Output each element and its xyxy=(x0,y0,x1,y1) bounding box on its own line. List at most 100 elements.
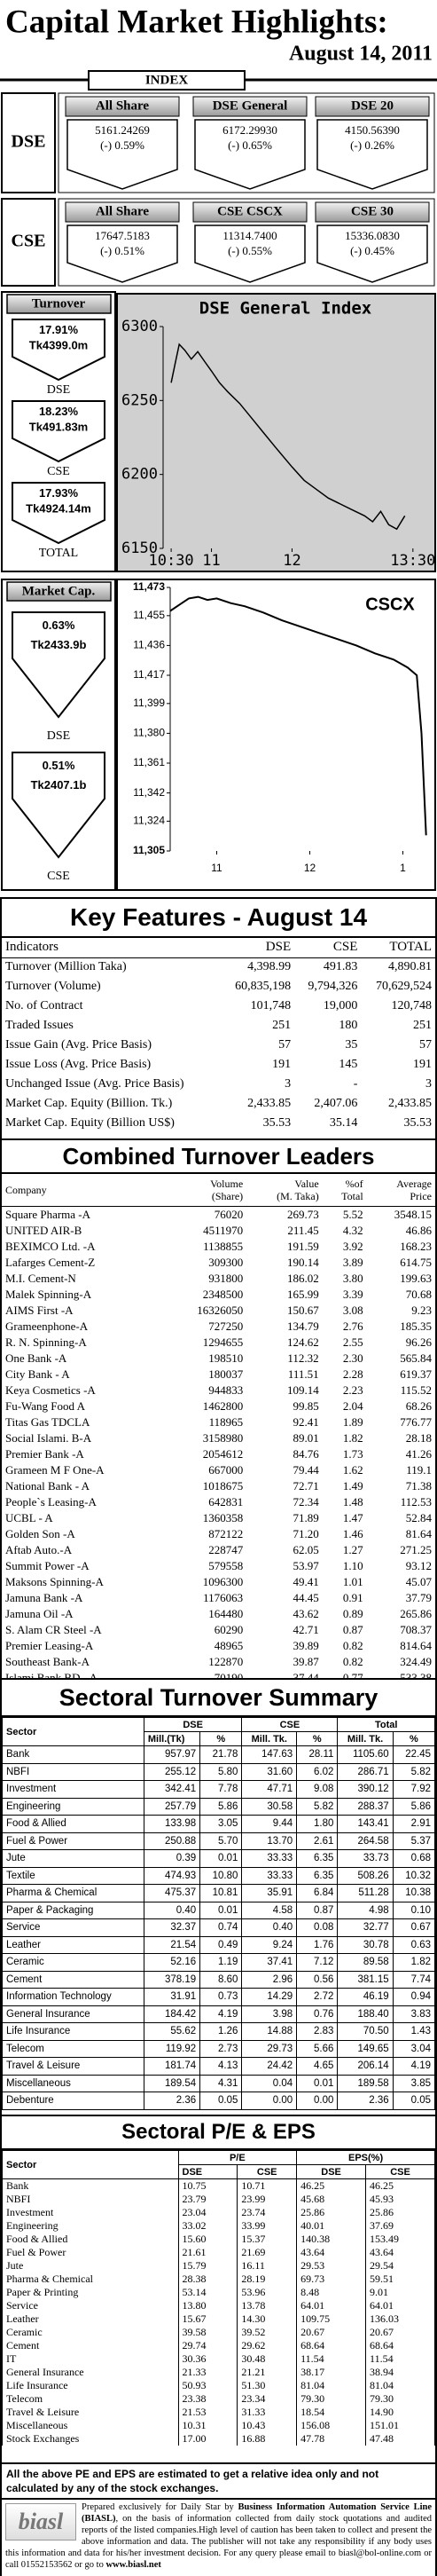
cell: 70190 xyxy=(214,1671,244,1680)
row: UNITED AIR-B 4511970 211.45 4.32 46.86 xyxy=(2,1223,435,1239)
cell: 84.76 xyxy=(293,1447,319,1461)
cell: 39.89 xyxy=(293,1639,319,1652)
cell: 112.32 xyxy=(287,1351,319,1365)
cell: 188.40 xyxy=(337,2005,394,2023)
cell: 21.53 xyxy=(177,2406,238,2419)
row: Miscellaneous 189.54 4.31 0.04 0.01 189.58 3.8… xyxy=(2,2074,435,2092)
index-header xyxy=(65,201,180,223)
header-row: Mill.(Tk)% Mill. Tk.% Mill. Tk.% xyxy=(3,1731,435,1746)
row: Telecom 23.38 23.34 79.30 79.30 xyxy=(2,2392,435,2406)
row: Information Technology 31.91 0.73 14.29 2.72… xyxy=(2,1988,435,2006)
column-header: Average Price xyxy=(366,1174,435,1207)
index-name: CSE CSCX xyxy=(217,204,283,218)
cell: 199.63 xyxy=(400,1272,432,1285)
cell: Maksons Spinning-A xyxy=(5,1575,104,1588)
cell: 64.01 xyxy=(365,2299,435,2312)
cell: 101,748 xyxy=(250,999,292,1012)
cell: 251 xyxy=(413,1019,432,1032)
cell: 667000 xyxy=(208,1463,244,1477)
cell: 15.60 xyxy=(177,2233,238,2246)
column-header: Mill. Tk. xyxy=(241,1731,298,1746)
cell: 776.77 xyxy=(400,1415,432,1429)
cell: Malek Spinning-A xyxy=(5,1288,92,1301)
cell: Textile xyxy=(2,1866,144,1885)
side-amount: Tk4399.0m xyxy=(29,339,89,352)
cell: 1096300 xyxy=(202,1575,244,1588)
cell: 3.85 xyxy=(392,2074,435,2092)
cell: 1.89 xyxy=(342,1415,363,1429)
cell: 2.28 xyxy=(342,1367,363,1381)
cell: 1462800 xyxy=(202,1399,244,1413)
cell: 211.45 xyxy=(287,1224,319,1237)
row: Bank 10.75 10.71 46.25 46.25 xyxy=(2,2178,435,2193)
row: UCBL - A 1360358 71.89 1.47 52.84 xyxy=(2,1510,435,1526)
cell: 7.74 xyxy=(392,1970,435,1989)
cell: Telecom xyxy=(2,2392,179,2406)
cell: 10.75 xyxy=(177,2178,238,2193)
row: Pharma & Chemical 475.37 10.81 35.91 6.84 511… xyxy=(2,1884,435,1902)
cell: 251 xyxy=(272,1019,292,1032)
cell: 1.19 xyxy=(199,1953,243,1972)
cell: 168.23 xyxy=(400,1240,432,1253)
cell: Bank xyxy=(2,2178,179,2193)
row-frame xyxy=(58,198,435,287)
cell: Jamuna Bank -A xyxy=(5,1591,83,1604)
cell: 28.18 xyxy=(405,1431,432,1445)
cell: 10.31 xyxy=(177,2419,238,2432)
cell: UCBL - A xyxy=(5,1511,53,1524)
cell: Cement xyxy=(2,2339,179,2352)
column-header: Sector xyxy=(2,2150,179,2179)
cell: 269.73 xyxy=(286,1208,319,1221)
cell: 533.38 xyxy=(400,1671,432,1680)
cell: 68.26 xyxy=(405,1399,432,1413)
cell: Premier Bank -A xyxy=(5,1447,84,1461)
x-tick-label: 11 xyxy=(202,552,220,570)
cell: 49.41 xyxy=(293,1575,319,1588)
cell: 4.32 xyxy=(342,1224,363,1237)
index-value: 5161.24269 xyxy=(95,123,150,137)
cell: 342.41 xyxy=(143,1780,201,1799)
cell: 20.67 xyxy=(365,2326,435,2339)
cell: 0.05 xyxy=(199,2092,243,2110)
down-arrow xyxy=(12,400,105,463)
cell: 0.00 xyxy=(241,2092,298,2110)
chart-title: DSE General Index xyxy=(199,299,371,319)
cell: Keya Cosmetics -A xyxy=(5,1383,96,1397)
cell: 6.35 xyxy=(296,1866,339,1885)
cell: 0.39 xyxy=(143,1849,201,1868)
y-tick-label: 6250 xyxy=(121,391,158,409)
cell: 727250 xyxy=(208,1320,244,1333)
row: Investment 23.04 23.74 25.86 25.86 xyxy=(2,2206,435,2219)
cell: 99.85 xyxy=(293,1399,319,1413)
cell: 4,890.81 xyxy=(388,960,432,974)
cell: 2054612 xyxy=(202,1447,244,1461)
cell: 81.04 xyxy=(365,2379,435,2392)
cell: 0.91 xyxy=(342,1591,363,1604)
cell: 2.83 xyxy=(296,2022,339,2041)
cell: Ceramic xyxy=(2,2326,179,2339)
cell: Southeast Bank-A xyxy=(5,1655,90,1668)
cell: 1.73 xyxy=(342,1447,363,1461)
cell: 10.43 xyxy=(237,2419,298,2432)
cell: 46.19 xyxy=(337,1988,394,2006)
cell: 21.33 xyxy=(177,2366,238,2379)
cell: 149.65 xyxy=(337,2039,394,2058)
cell: Issue Loss (Avg. Price Basis) xyxy=(5,1058,152,1071)
cell: Engineering xyxy=(2,1797,144,1816)
down-arrow xyxy=(66,225,178,283)
cell: 140.38 xyxy=(296,2233,367,2246)
row: Golden Son -A 872122 71.20 1.46 81.64 xyxy=(2,1526,435,1542)
cell: 4.19 xyxy=(199,2005,243,2023)
cell: 30.48 xyxy=(237,2352,298,2366)
cell: 14.29 xyxy=(241,1988,298,2006)
side-amount: Tk491.83m xyxy=(29,421,89,434)
cell: 28.19 xyxy=(237,2273,298,2286)
cell: 390.12 xyxy=(337,1780,394,1799)
cell: 2.72 xyxy=(296,1988,339,2006)
cell: 51.30 xyxy=(237,2379,298,2392)
row: AIMS First -A 16326050 150.67 3.08 9.23 xyxy=(2,1303,435,1319)
cell: Paper & Printing xyxy=(2,2286,179,2299)
cell: 255.12 xyxy=(143,1762,201,1781)
cell: 57 xyxy=(278,1038,292,1052)
cell: 3.98 xyxy=(241,2005,298,2023)
